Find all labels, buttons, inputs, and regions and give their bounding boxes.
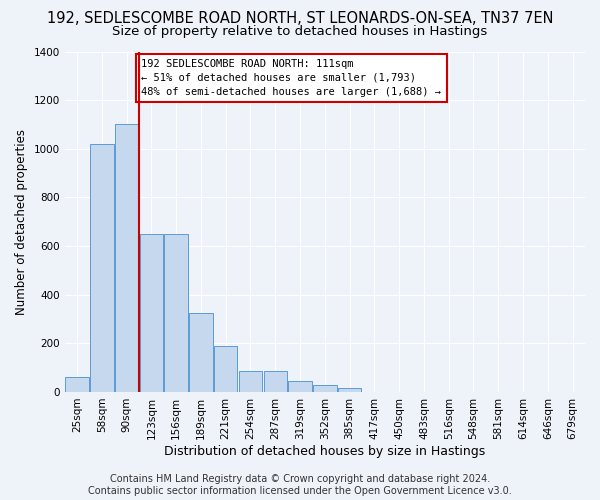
Text: 192 SEDLESCOMBE ROAD NORTH: 111sqm
← 51% of detached houses are smaller (1,793)
: 192 SEDLESCOMBE ROAD NORTH: 111sqm ← 51%… xyxy=(142,59,442,97)
Bar xyxy=(140,234,163,392)
Text: Size of property relative to detached houses in Hastings: Size of property relative to detached ho… xyxy=(112,25,488,38)
Y-axis label: Number of detached properties: Number of detached properties xyxy=(15,128,28,314)
Bar xyxy=(90,144,113,392)
Bar xyxy=(214,346,238,392)
Bar xyxy=(338,388,361,392)
Bar xyxy=(189,313,213,392)
Bar xyxy=(263,370,287,392)
Text: 192, SEDLESCOMBE ROAD NORTH, ST LEONARDS-ON-SEA, TN37 7EN: 192, SEDLESCOMBE ROAD NORTH, ST LEONARDS… xyxy=(47,11,553,26)
Bar xyxy=(313,385,337,392)
Bar xyxy=(288,381,312,392)
Bar xyxy=(239,370,262,392)
Bar xyxy=(115,124,139,392)
Bar xyxy=(164,234,188,392)
X-axis label: Distribution of detached houses by size in Hastings: Distribution of detached houses by size … xyxy=(164,444,485,458)
Text: Contains HM Land Registry data © Crown copyright and database right 2024.
Contai: Contains HM Land Registry data © Crown c… xyxy=(88,474,512,496)
Bar xyxy=(65,378,89,392)
